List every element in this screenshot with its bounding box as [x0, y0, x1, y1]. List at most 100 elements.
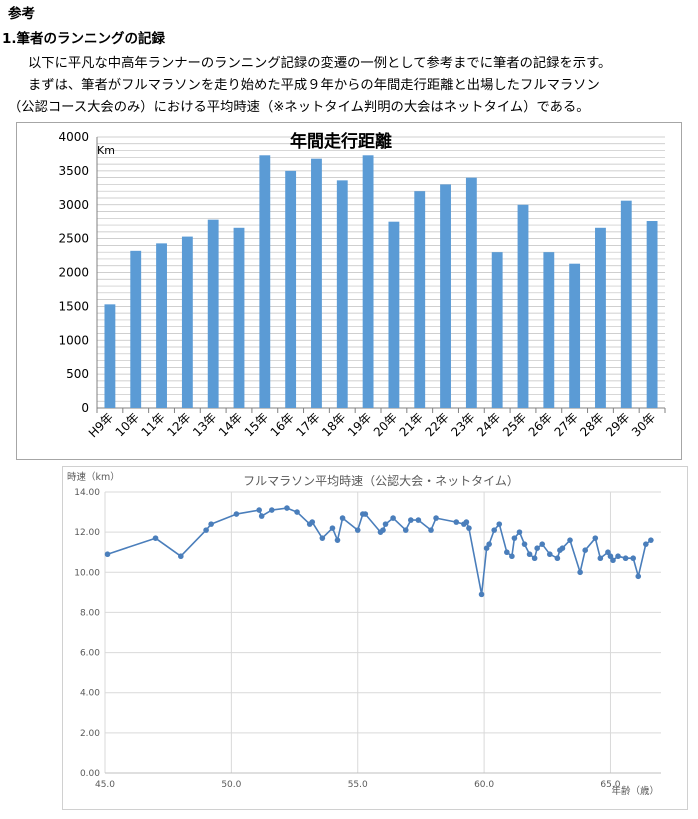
x-tick-label: 26年	[526, 410, 555, 439]
data-point	[329, 525, 336, 531]
y-tick-label: 12.00	[74, 528, 100, 538]
bar	[336, 180, 348, 408]
bar	[362, 155, 374, 408]
x-tick-label: 30年	[629, 410, 658, 439]
x-tick-label: 65.0	[600, 780, 620, 790]
data-point	[547, 551, 553, 558]
x-tick-label: 20年	[371, 410, 400, 439]
x-tick-label: 45.0	[95, 780, 115, 790]
y-tick-label: 4000	[58, 130, 89, 144]
data-point	[269, 507, 275, 513]
x-tick-label: H9年	[86, 410, 116, 440]
data-point	[380, 527, 386, 533]
bar	[233, 227, 245, 408]
x-tick-label: 10年	[113, 410, 142, 439]
data-point	[607, 553, 614, 560]
x-tick-label: 18年	[319, 410, 348, 439]
data-point	[415, 517, 422, 523]
bar	[156, 243, 167, 408]
bar	[517, 204, 529, 408]
y-tick-label: 2500	[58, 232, 89, 246]
y-tick-label: 0	[81, 401, 89, 415]
data-point	[597, 555, 604, 562]
data-point	[453, 519, 460, 525]
bar	[130, 250, 142, 408]
data-point	[534, 545, 540, 551]
y-tick-label: 500	[66, 367, 89, 381]
bar	[569, 263, 581, 408]
data-point	[478, 591, 485, 598]
heading: 参考	[8, 6, 35, 22]
y-tick-label: 10.00	[74, 568, 100, 578]
data-point	[354, 527, 361, 533]
y-tick-label: 8.00	[80, 608, 100, 618]
x-tick-label: 27年	[552, 410, 581, 439]
data-point	[319, 535, 326, 541]
data-point	[402, 527, 409, 533]
data-point	[610, 557, 616, 564]
data-point	[635, 573, 642, 580]
section-title: 1.筆者のランニングの記録	[2, 31, 166, 47]
x-tick-label: 22年	[422, 410, 451, 439]
bar	[543, 252, 555, 408]
x-tick-label: 14年	[216, 410, 245, 439]
y-tick-label: 1000	[58, 333, 89, 347]
x-tick-label: 15年	[242, 410, 271, 439]
bar	[388, 221, 400, 408]
y-tick-label: 3500	[58, 164, 89, 178]
bar	[491, 252, 503, 408]
x-tick-label: 60.0	[474, 780, 494, 790]
y-tick-label: 2000	[58, 266, 89, 280]
data-point	[622, 555, 629, 562]
x-axis-label: 年齢（歳）	[611, 785, 659, 797]
data-point	[334, 537, 341, 543]
data-point	[152, 535, 159, 541]
bar	[207, 219, 219, 408]
data-point	[539, 541, 546, 547]
data-point	[258, 513, 265, 519]
bar	[595, 227, 606, 408]
x-tick-label: 16年	[268, 410, 297, 439]
x-tick-label: 28年	[577, 410, 606, 439]
data-point	[615, 553, 621, 560]
bar	[414, 191, 426, 408]
data-point	[483, 545, 490, 551]
y-tick-label: 1500	[58, 299, 89, 313]
data-point	[433, 515, 439, 521]
data-point	[284, 505, 290, 511]
bar	[620, 200, 632, 408]
y-tick-label: 0.00	[80, 769, 100, 779]
bar	[285, 170, 297, 408]
x-tick-label: 50.0	[221, 780, 241, 790]
x-tick-label: 24年	[474, 410, 503, 439]
paragraph-line-3: （公認コース大会のみ）における平均時速（※ネットタイム判明の大会はネットタイム）…	[8, 100, 590, 115]
x-tick-label: 55.0	[348, 780, 368, 790]
bar	[465, 177, 477, 408]
data-point	[567, 537, 573, 543]
chart-title: フルマラソン平均時速（公認大会・ネットタイム）	[243, 473, 519, 488]
annual-distance-chart-frame: 0 500 1000 1500 2000 2500 3000 3500 4000 H9年 10年 11…	[16, 122, 682, 460]
data-point	[509, 553, 515, 560]
data-point	[428, 527, 434, 533]
data-point	[577, 569, 583, 576]
data-point	[463, 519, 470, 525]
x-tick-label: 25年	[500, 410, 529, 439]
bar	[440, 184, 451, 408]
data-point	[526, 551, 533, 558]
y-axis-label: 時速（km）	[67, 471, 120, 483]
data-point	[294, 509, 300, 515]
x-tick-label: 19年	[345, 410, 374, 439]
data-point	[104, 551, 111, 558]
data-point	[516, 529, 523, 535]
chart-title: 年間走行距離	[290, 131, 392, 152]
data-point	[648, 537, 654, 543]
y-tick-label: 6.00	[80, 649, 100, 659]
data-point	[554, 555, 561, 562]
data-point	[203, 527, 209, 533]
data-point	[233, 511, 240, 517]
average-speed-chart-frame: 0.00 2.00 4.00 6.00 8.00 10.00 12.00 14.00 45.0 5…	[62, 466, 688, 810]
data-point	[408, 517, 414, 523]
data-point	[592, 535, 599, 541]
bar	[104, 304, 116, 408]
y-axis-unit: Km	[97, 144, 115, 157]
